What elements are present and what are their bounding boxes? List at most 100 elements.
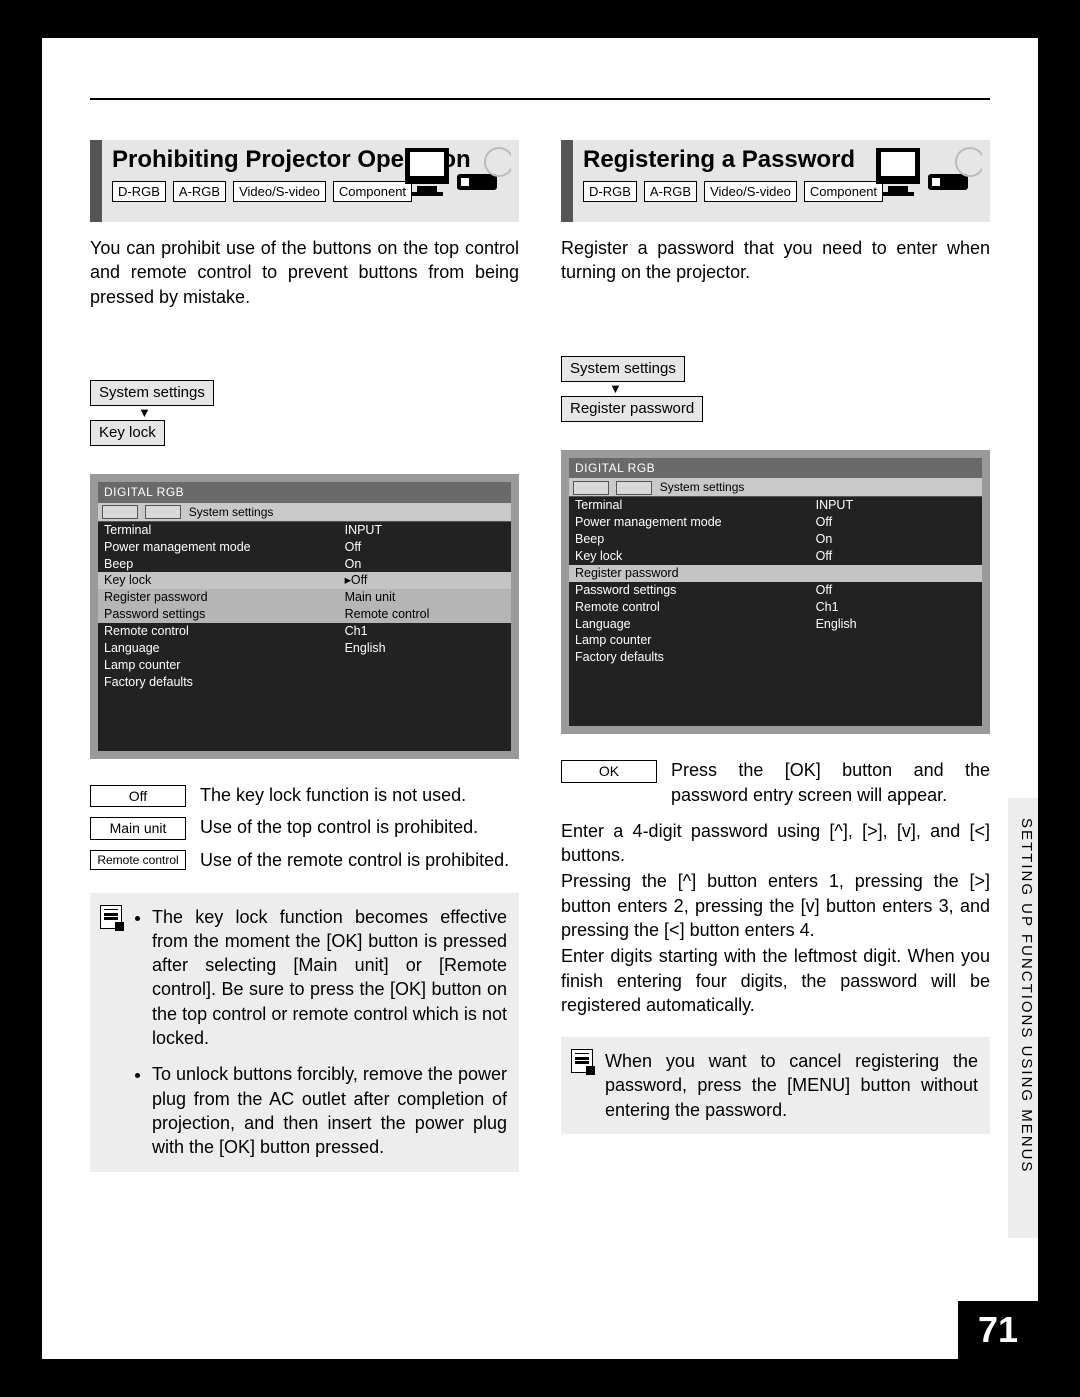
menu-row-value: Off	[816, 548, 976, 565]
two-column-layout: Prohibiting Projector Operation D-RGB A-	[90, 140, 990, 1172]
menu-row-label: Password settings	[575, 582, 816, 599]
option-desc: Press the [OK] button and the password e…	[671, 758, 990, 807]
menu-row-label: Power management mode	[104, 539, 345, 556]
note-list: The key lock function becomes effective …	[134, 905, 507, 1160]
menu-row-label: Factory defaults	[575, 649, 816, 666]
intro-text: Register a password that you need to ent…	[561, 236, 990, 285]
menu-screenshot-left: DIGITAL RGB System settings TerminalINPU…	[90, 474, 519, 758]
menu-row-label: Terminal	[104, 522, 345, 539]
menu-row-value	[345, 657, 505, 674]
tag-video: Video/S-video	[704, 181, 797, 203]
menu-row-label: Factory defaults	[104, 674, 345, 691]
monitor-remote-icon	[872, 146, 982, 210]
menu-titlebar: DIGITAL RGB	[569, 458, 982, 478]
menu-row-value: INPUT	[345, 522, 505, 539]
nav-box-bottom: Register password	[561, 396, 703, 422]
menu-row-label: Lamp counter	[575, 632, 816, 649]
tag-argb: A-RGB	[173, 181, 226, 203]
section-header-password: Registering a Password D-RGB A-RGB	[561, 140, 990, 222]
menu-row-value: Ch1	[345, 623, 505, 640]
option-desc: The key lock function is not used.	[200, 783, 519, 807]
menu-screenshot-right: DIGITAL RGB System settings TerminalINPU…	[561, 450, 990, 734]
menu-row-value	[816, 649, 976, 666]
option-box: Off	[90, 785, 186, 808]
menu-row: TerminalINPUT	[98, 522, 511, 539]
menu-row: LanguageEnglish	[569, 616, 982, 633]
body-paragraph: Enter a 4-digit password using [^], [>],…	[561, 819, 990, 868]
option-box: Remote control	[90, 850, 186, 870]
menu-row: Factory defaults	[98, 674, 511, 691]
option-desc: Use of the remote control is prohibited.	[200, 848, 519, 872]
menu-row-label: Key lock	[104, 572, 345, 589]
menu-blank-area	[98, 691, 511, 751]
tab-icon	[145, 505, 181, 519]
side-tab-text: SETTING UP FUNCTIONS USING MENUS	[1018, 818, 1035, 1173]
menu-row-value: Off	[345, 539, 505, 556]
menu-row-value: Remote control	[345, 606, 505, 623]
menu-row-label: Beep	[575, 531, 816, 548]
option-list: OK Press the [OK] button and the passwor…	[561, 758, 990, 807]
tab-icon	[616, 481, 652, 495]
menu-row: TerminalINPUT	[569, 497, 982, 514]
menu-row-label: Lamp counter	[104, 657, 345, 674]
menu-titlebar: DIGITAL RGB	[98, 482, 511, 502]
note-box: When you want to cancel registering the …	[561, 1037, 990, 1134]
menu-row-label: Register password	[575, 565, 816, 582]
note-icon	[100, 905, 122, 929]
nav-box-top: System settings	[561, 356, 685, 382]
menu-row-label: Power management mode	[575, 514, 816, 531]
menu-row-value	[345, 674, 505, 691]
note-box: The key lock function becomes effective …	[90, 893, 519, 1172]
menu-row-value: On	[816, 531, 976, 548]
menu-row-label: Terminal	[575, 497, 816, 514]
menu-row: Register password	[569, 565, 982, 582]
arrow-down-icon: ▼	[561, 382, 990, 395]
page-number: 71	[958, 1301, 1038, 1359]
intro-text: You can prohibit use of the buttons on t…	[90, 236, 519, 309]
option-row: Main unitUse of the top control is prohi…	[90, 815, 519, 840]
menu-row-value: Ch1	[816, 599, 976, 616]
tag-drgb: D-RGB	[112, 181, 166, 203]
menu-row-label: Remote control	[575, 599, 816, 616]
menu-blank-area	[569, 666, 982, 726]
menu-path: System settings ▼ Register password	[561, 355, 990, 423]
tab-label: System settings	[189, 505, 274, 519]
menu-row-label: Language	[104, 640, 345, 657]
option-row: Off The key lock function is not used.	[90, 783, 519, 808]
tag-video: Video/S-video	[233, 181, 326, 203]
menu-row: Password settingsOff	[569, 582, 982, 599]
menu-path: System settings ▼ Key lock	[90, 379, 519, 447]
menu-row-label: Key lock	[575, 548, 816, 565]
body-paragraph: Pressing the [^] button enters 1, pressi…	[561, 869, 990, 942]
note-item: The key lock function becomes effective …	[152, 905, 507, 1051]
tab-label: System settings	[660, 480, 745, 494]
top-rule	[90, 98, 990, 100]
option-row: OK Press the [OK] button and the passwor…	[561, 758, 990, 807]
menu-row-value: Off	[816, 582, 976, 599]
option-row: Remote control Use of the remote control …	[90, 848, 519, 872]
monitor-remote-icon	[401, 146, 511, 210]
tag-argb: A-RGB	[644, 181, 697, 203]
menu-row-label: Language	[575, 616, 816, 633]
menu-row: Factory defaults	[569, 649, 982, 666]
menu-row-label: Register password	[104, 589, 345, 606]
menu-row: Remote controlCh1	[98, 623, 511, 640]
menu-row: Power management modeOff	[98, 539, 511, 556]
menu-row-value: Main unit	[345, 589, 505, 606]
menu-row-value: On	[345, 556, 505, 573]
menu-row: Lamp counter	[98, 657, 511, 674]
tab-icon	[573, 481, 609, 495]
menu-tabbar: System settings	[569, 478, 982, 497]
nav-box-bottom: Key lock	[90, 420, 165, 446]
menu-row-label: Remote control	[104, 623, 345, 640]
menu-row-value	[816, 632, 976, 649]
nav-box-top: System settings	[90, 380, 214, 406]
menu-rows-right: TerminalINPUTPower management modeOffBee…	[569, 497, 982, 666]
option-box: OK	[561, 760, 657, 783]
left-column: Prohibiting Projector Operation D-RGB A-	[90, 140, 519, 1172]
menu-row-value: English	[345, 640, 505, 657]
note-icon	[571, 1049, 593, 1073]
menu-row: LanguageEnglish	[98, 640, 511, 657]
menu-row-value	[816, 565, 976, 582]
section-header-prohibit: Prohibiting Projector Operation D-RGB A-	[90, 140, 519, 222]
